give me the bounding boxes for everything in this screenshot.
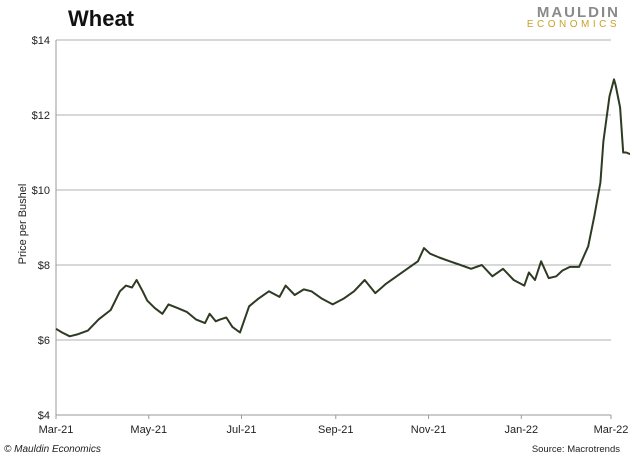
y-tick-label: $8 (38, 260, 50, 272)
x-tick-label: Mar-21 (39, 424, 74, 436)
x-tick-label: May-21 (130, 424, 167, 436)
brand-line-1: MAULDIN (536, 4, 620, 21)
series-layer (55, 78, 630, 338)
y-tick-label: $6 (38, 335, 50, 347)
gridlines (56, 39, 611, 341)
axes (55, 40, 612, 419)
copyright-note: © Mauldin Economics (4, 444, 101, 455)
x-tick-label: Mar-22 (594, 424, 629, 436)
x-tick-labels: Mar-21 May-21 Jul-21 Sep-21 Nov-21 Jan-22 Mar-… (39, 424, 629, 436)
y-tick-labels: $4 $6 $8 $10 $12 $14 (32, 35, 50, 422)
series-line-wheat-price (55, 78, 630, 338)
y-tick-label: $12 (32, 110, 50, 122)
brand-logo: MAULDIN ECONOMICS (527, 4, 620, 30)
source-note: Source: Macrotrends (531, 444, 620, 455)
y-tick-label: $4 (38, 410, 50, 422)
x-tick-label: Jan-22 (504, 424, 538, 436)
x-tick-label: Jul-21 (227, 424, 257, 436)
y-tick-label: $14 (32, 35, 50, 47)
chart-title: Wheat (68, 6, 134, 31)
brand-line-2: ECONOMICS (526, 19, 620, 30)
y-tick-label: $10 (32, 185, 50, 197)
x-tick-label: Nov-21 (411, 424, 446, 436)
x-tick-label: Sep-21 (318, 424, 353, 436)
